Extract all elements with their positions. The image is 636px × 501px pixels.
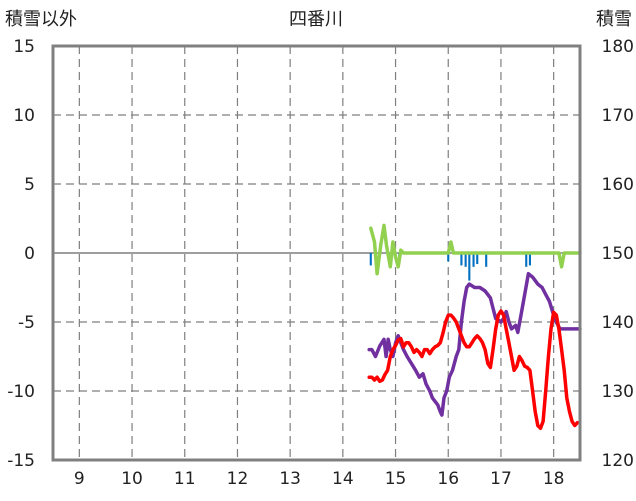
left-y-tick-label: 5 — [24, 175, 35, 195]
bar — [464, 253, 467, 267]
line-series — [367, 223, 582, 431]
bar — [525, 253, 528, 267]
bar — [460, 253, 463, 266]
left-y-tick-label: 10 — [13, 106, 35, 126]
x-tick-label: 10 — [121, 469, 143, 489]
right-y-tick-label: 180 — [602, 37, 634, 57]
bar — [528, 253, 531, 266]
bar — [472, 253, 475, 267]
bar — [468, 253, 471, 281]
x-tick-label: 15 — [385, 469, 407, 489]
left-y-tick-label: -10 — [7, 382, 35, 402]
right-y-tick-label: 120 — [602, 451, 634, 471]
x-tick-label: 13 — [279, 469, 301, 489]
left-y-tick-label: 15 — [13, 37, 35, 57]
right-y-tick-label: 130 — [602, 382, 634, 402]
right-axis-title: 積雪 — [596, 9, 632, 30]
left-axis-title: 積雪以外 — [5, 9, 77, 30]
left-y-tick-label: 0 — [24, 244, 35, 264]
plot-frame — [51, 44, 582, 462]
x-tick-label: 14 — [332, 469, 354, 489]
x-tick-label: 12 — [227, 469, 249, 489]
bar — [476, 253, 479, 265]
series-line-1 — [369, 223, 582, 276]
bar — [447, 253, 450, 262]
right-y-tick-label: 140 — [602, 313, 634, 333]
right-y-tick-label: 160 — [602, 175, 634, 195]
x-tick-label: 17 — [490, 469, 512, 489]
x-tick-label: 18 — [543, 469, 565, 489]
tick-labels: 15 10 5 0 -5 -10 -15 180 170 160 150 140 130 120 9 10 11… — [7, 37, 634, 489]
x-tick-label: 16 — [437, 469, 459, 489]
x-tick-label: 9 — [74, 469, 85, 489]
right-y-tick-label: 150 — [602, 244, 634, 264]
bar — [485, 253, 488, 267]
left-y-tick-label: -5 — [18, 313, 35, 333]
chart-title: 四番川 — [289, 9, 343, 30]
left-y-tick-label: -15 — [7, 451, 35, 471]
x-tick-label: 11 — [174, 469, 196, 489]
series-line-3 — [367, 309, 580, 431]
right-y-tick-label: 170 — [602, 106, 634, 126]
bar — [369, 253, 372, 266]
